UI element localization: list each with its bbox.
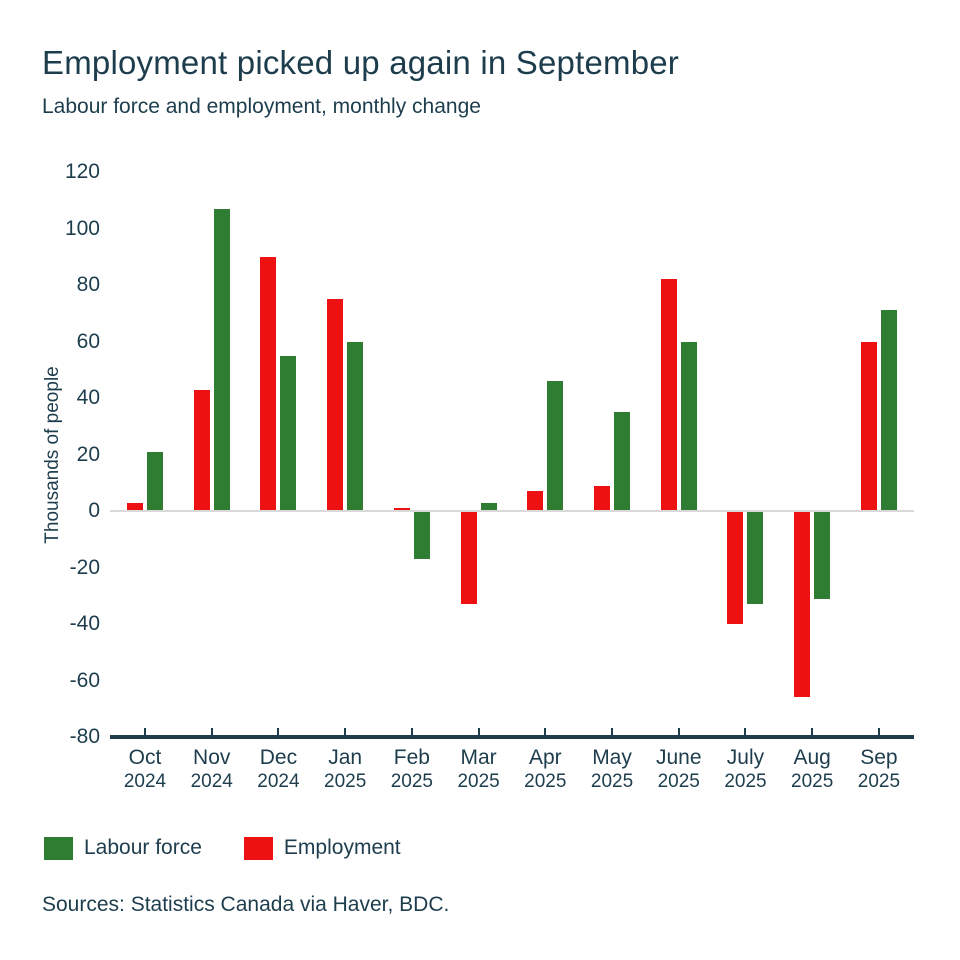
- x-tick-year: 2025: [791, 771, 834, 792]
- bar-employment-oct-2024: [127, 502, 143, 510]
- x-tick-month: Feb: [393, 746, 430, 769]
- x-tick-month: May: [592, 746, 632, 769]
- x-tick-year: 2024: [190, 771, 233, 792]
- bar-labour-force-nov-2024: [213, 208, 230, 510]
- x-axis-tick: [344, 728, 347, 736]
- x-tick-label-dec: Dec 2024: [233, 745, 323, 793]
- y-tick-label: 80: [76, 273, 100, 296]
- labour-force-swatch: [44, 836, 73, 860]
- bar-employment-sep-2025: [860, 341, 877, 510]
- x-tick-label-mar: Mar 2025: [434, 745, 524, 793]
- x-axis-tick: [677, 728, 680, 736]
- x-tick-label-apr: Apr 2025: [500, 745, 590, 793]
- legend: Labour force Employment: [44, 836, 401, 860]
- x-tick-label-oct: Oct 2024: [100, 745, 190, 793]
- bar-employment-july-2025: [727, 512, 744, 624]
- x-tick-label-aug: Aug 2025: [767, 745, 857, 793]
- x-axis-tick: [744, 728, 747, 736]
- bar-labour-force-july-2025: [747, 512, 764, 605]
- x-tick-month: Oct: [128, 746, 162, 769]
- bar-employment-may-2025: [594, 485, 611, 510]
- y-tick-label: 20: [76, 442, 100, 466]
- x-tick-label-june: June 2025: [634, 745, 724, 793]
- y-tick-label: 120: [64, 160, 100, 183]
- x-axis-tick: [544, 728, 547, 736]
- bar-labour-force-jan-2025: [347, 341, 364, 510]
- y-tick-label: 0: [88, 499, 100, 522]
- bar-labour-force-feb-2025: [413, 512, 430, 560]
- x-axis-tick: [611, 728, 614, 736]
- x-tick-year: 2025: [590, 771, 634, 792]
- zero-gridline: [110, 510, 914, 512]
- employment-label: Employment: [283, 836, 401, 859]
- y-tick-label: -40: [69, 612, 100, 635]
- x-tick-year: 2024: [257, 771, 300, 792]
- x-axis-tick: [811, 728, 814, 736]
- x-axis-tick: [877, 728, 880, 736]
- x-tick-year: 2024: [123, 771, 167, 792]
- y-tick-label: 100: [64, 216, 100, 240]
- x-tick-year: 2025: [324, 771, 367, 792]
- x-tick-month: Dec: [259, 746, 298, 769]
- x-tick-year: 2025: [724, 771, 767, 792]
- chart-title: Employment picked up again in September: [42, 44, 679, 81]
- employment-swatch: [243, 836, 273, 860]
- bar-labour-force-june-2025: [680, 341, 697, 510]
- y-tick-label: -20: [69, 555, 100, 579]
- bar-employment-apr-2025: [527, 491, 544, 510]
- y-tick-label: 40: [76, 386, 100, 409]
- bar-employment-jan-2025: [327, 299, 344, 510]
- x-tick-month: Apr: [528, 746, 562, 769]
- x-tick-month: Aug: [793, 746, 831, 769]
- y-tick-label: -80: [69, 725, 100, 748]
- bar-labour-force-mar-2025: [480, 502, 497, 510]
- x-tick-label-sep: Sep 2025: [834, 745, 924, 793]
- bar-labour-force-dec-2024: [280, 355, 297, 510]
- legend-item-labour-force: Labour force: [44, 836, 202, 860]
- x-tick-label-jan: Jan 2025: [300, 745, 390, 793]
- bar-employment-mar-2025: [460, 512, 477, 605]
- y-tick-label: -60: [69, 668, 100, 692]
- x-tick-month: Sep: [860, 746, 898, 769]
- x-tick-month: June: [655, 746, 702, 769]
- x-tick-year: 2025: [390, 771, 434, 792]
- x-tick-year: 2025: [457, 771, 500, 792]
- bar-labour-force-apr-2025: [547, 381, 564, 510]
- x-tick-year: 2025: [657, 771, 700, 792]
- bar-employment-aug-2025: [794, 512, 811, 698]
- sources-note: Sources: Statistics Canada via Haver, BD…: [42, 893, 450, 916]
- x-tick-month: Jan: [328, 746, 363, 769]
- bar-labour-force-aug-2025: [814, 512, 831, 599]
- chart-subtitle: Labour force and employment, monthly cha…: [42, 95, 481, 118]
- x-tick-label-may: May 2025: [567, 745, 657, 793]
- x-tick-month: Mar: [460, 746, 497, 769]
- x-tick-year: 2025: [524, 771, 567, 792]
- labour-force-label: Labour force: [84, 836, 202, 859]
- x-axis-line: [110, 735, 914, 739]
- x-axis-tick: [410, 728, 413, 736]
- x-axis-tick: [477, 728, 480, 736]
- x-axis-tick: [210, 728, 213, 736]
- x-tick-year: 2025: [857, 771, 901, 792]
- bar-employment-feb-2025: [393, 508, 410, 510]
- bar-labour-force-oct-2024: [147, 451, 163, 510]
- bar-employment-dec-2024: [260, 256, 277, 510]
- y-tick-label: 60: [76, 329, 100, 353]
- bar-employment-nov-2024: [193, 389, 210, 510]
- x-tick-month: July: [726, 746, 765, 769]
- bar-labour-force-may-2025: [614, 412, 631, 510]
- x-axis-tick: [144, 728, 146, 736]
- x-tick-label-july: July 2025: [700, 745, 790, 793]
- bar-labour-force-sep-2025: [880, 310, 897, 510]
- x-tick-month: Nov: [193, 746, 231, 769]
- x-axis-tick: [277, 728, 280, 736]
- x-tick-label-nov: Nov 2024: [167, 745, 257, 793]
- x-tick-label-feb: Feb 2025: [367, 745, 457, 793]
- legend-item-employment: Employment: [243, 836, 401, 860]
- bar-employment-june-2025: [660, 279, 677, 510]
